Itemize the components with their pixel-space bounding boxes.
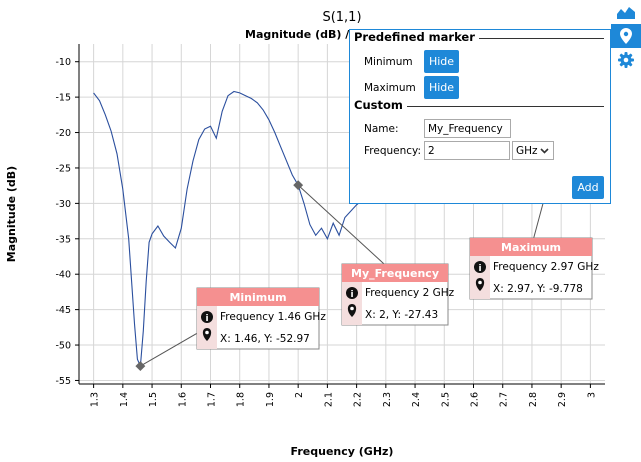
y-tick-label: -25: [55, 163, 71, 174]
x-tick-label: 2.4: [411, 392, 422, 407]
map-pin-icon-dot: [350, 306, 354, 311]
marker-frequency-text: Frequency 2 GHz: [365, 287, 455, 299]
marker-header: [342, 264, 448, 282]
y-axis-label: Magnitude (dB): [5, 166, 18, 262]
marker-header: [197, 288, 319, 306]
x-tick-label: 1.9: [265, 392, 276, 407]
x-tick-label: 1.6: [177, 392, 188, 407]
y-tick-label: -30: [55, 199, 71, 210]
x-axis-label: Frequency (GHz): [291, 445, 394, 458]
marker-title: Maximum: [501, 241, 561, 254]
marker-frequency-text: Frequency 1.46 GHz: [220, 311, 326, 323]
sidebar: [611, 0, 641, 76]
info-icon: [346, 287, 358, 299]
marker-callout: Minimum i Frequency 1.46 GHz X: 1.46, Y: -5…: [135, 287, 326, 372]
chart-area-icon[interactable]: [611, 0, 641, 24]
unit-select[interactable]: GHz: [512, 141, 554, 160]
custom-heading: Custom: [354, 98, 407, 112]
marker-title: Minimum: [229, 291, 286, 304]
info-icon: [474, 261, 486, 273]
marker-point: [293, 180, 304, 191]
x-tick-label: 2: [294, 392, 305, 398]
y-tick-label: -40: [55, 270, 71, 281]
x-tick-label: 2.5: [440, 392, 451, 407]
x-tick-label: 2.3: [382, 392, 393, 407]
marker-title: My_Frequency: [351, 267, 439, 280]
y-tick-label: -50: [55, 341, 71, 352]
add-marker-button[interactable]: Add: [572, 176, 604, 199]
y-tick-label: -10: [55, 57, 71, 68]
hide-minimum-button[interactable]: Hide: [424, 50, 459, 73]
marker-header: [470, 238, 592, 256]
section-divider: [358, 106, 604, 107]
predefined-marker-heading: Predefined marker: [354, 30, 479, 44]
frequency-label: Frequency:: [364, 145, 422, 157]
hide-maximum-button[interactable]: Hide: [424, 76, 459, 99]
info-icon-glyph: i: [205, 314, 208, 324]
marker-leader-line: [297, 184, 396, 275]
name-label: Name:: [364, 123, 399, 135]
marker-panel: Predefined marker Minimum Hide Maximum H…: [349, 29, 611, 204]
section-divider: [358, 38, 604, 39]
x-tick-label: 2.6: [470, 392, 481, 407]
gear-icon[interactable]: [611, 48, 641, 72]
x-tick-label: 1.3: [90, 392, 101, 407]
marker-frequency-text: Frequency 2.97 GHz: [493, 261, 599, 273]
chart-subtitle: Magnitude (dB) / P: [245, 28, 361, 41]
x-tick-label: 3: [586, 392, 597, 398]
x-tick-label: 1.8: [236, 392, 247, 407]
chevron-down-icon: [540, 148, 549, 154]
marker-point: [135, 361, 146, 372]
x-tick-label: 2.2: [353, 392, 364, 407]
marker-name-input[interactable]: My_Frequency: [424, 119, 511, 138]
chart-title: S(1,1): [322, 10, 361, 25]
y-tick-label: -35: [55, 234, 71, 245]
y-tick-label: -55: [55, 376, 71, 387]
maximum-label: Maximum: [364, 82, 416, 94]
frequency-input[interactable]: 2: [424, 141, 510, 160]
y-tick-label: -20: [55, 128, 71, 139]
map-pin-icon-dot: [478, 280, 482, 285]
x-tick-label: 1.7: [207, 392, 218, 407]
y-tick-label: -15: [55, 93, 71, 104]
map-pin-icon: [475, 278, 485, 291]
marker-xy-text: X: 1.46, Y: -52.97: [220, 333, 310, 345]
x-tick-label: 2.1: [323, 392, 334, 407]
info-icon-glyph: i: [478, 264, 481, 274]
x-tick-label: 2.8: [528, 392, 539, 407]
map-marker-icon[interactable]: [611, 24, 641, 48]
info-icon: [201, 311, 213, 323]
marker-xy-text: X: 2, Y: -27.43: [365, 309, 438, 321]
unit-select-value: GHz: [516, 145, 538, 157]
info-icon-glyph: i: [350, 290, 353, 300]
map-pin-icon-dot: [205, 330, 209, 335]
x-tick-label: 1.5: [148, 392, 159, 407]
map-pin-icon: [202, 328, 212, 341]
x-tick-label: 2.7: [499, 392, 510, 407]
x-tick-label: 1.4: [119, 392, 130, 407]
map-pin-icon: [347, 304, 357, 317]
minimum-label: Minimum: [364, 56, 413, 68]
y-tick-label: -45: [55, 305, 71, 316]
x-tick-label: 2.9: [557, 392, 568, 407]
marker-xy-text: X: 2.97, Y: -9.778: [493, 283, 583, 295]
